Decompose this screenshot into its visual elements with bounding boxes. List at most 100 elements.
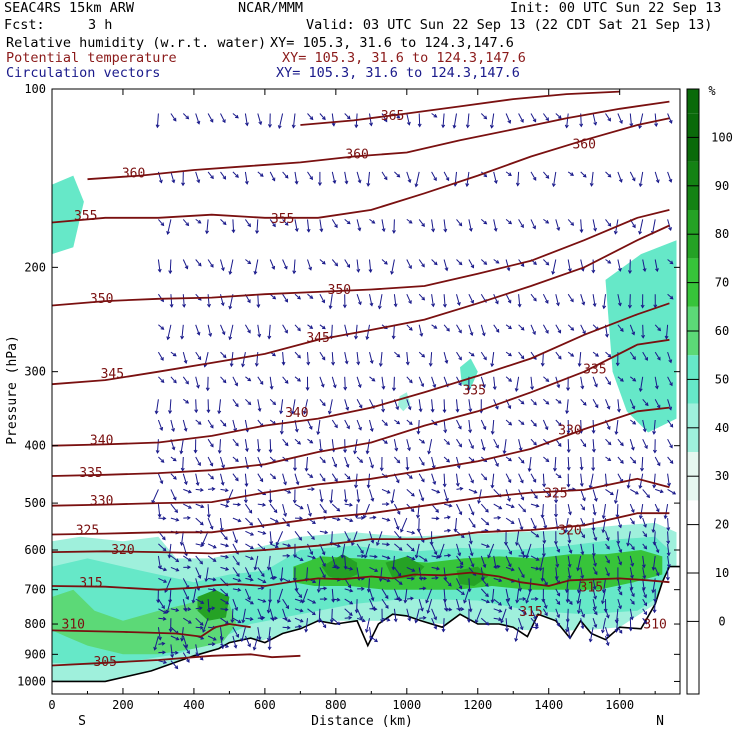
vector-137	[205, 567, 209, 582]
vector-head-773	[515, 542, 519, 546]
vector-24	[158, 617, 166, 620]
vector-188	[232, 503, 241, 506]
vector-128	[207, 438, 214, 447]
vector-head-604	[434, 575, 439, 580]
vector-565	[418, 351, 425, 358]
vector-head-98	[197, 421, 202, 425]
vector-head-759	[520, 224, 524, 229]
vector-head-270	[274, 519, 279, 523]
vector-81	[182, 588, 189, 600]
vector-493	[381, 376, 385, 389]
vector-51	[169, 588, 172, 603]
vector-366	[319, 376, 324, 387]
vector-head-410	[344, 180, 349, 185]
vector-375	[319, 530, 328, 534]
vector-264	[269, 419, 276, 425]
vector-256	[269, 171, 276, 181]
vector-head-417	[345, 406, 350, 411]
vector-1004	[627, 531, 631, 546]
vector-269	[269, 503, 278, 513]
vector-head-329	[298, 594, 303, 599]
vector-head-441	[357, 384, 362, 389]
vector-head-337	[308, 266, 312, 271]
vector-head-990	[632, 224, 636, 229]
vector-head-949	[601, 515, 606, 520]
vector-head-890	[577, 363, 582, 367]
vector-head-1000	[626, 485, 631, 489]
vector-head-1050	[652, 484, 657, 489]
vector-head-967	[620, 328, 624, 332]
vector-532	[393, 588, 400, 600]
vector-147	[220, 171, 226, 180]
vector-556	[404, 588, 408, 603]
vector-head-909	[593, 121, 598, 126]
vector-head-859	[570, 172, 575, 176]
vector-548	[406, 489, 415, 497]
vector-head-573	[416, 514, 421, 519]
vector-head-585	[433, 177, 437, 182]
vector-795	[530, 473, 537, 483]
vector-head-932	[593, 611, 598, 616]
vector-head-130	[210, 475, 214, 480]
vector-791	[530, 398, 537, 406]
vector-953	[605, 555, 610, 564]
vector-797	[530, 503, 539, 507]
vector-head-469	[365, 450, 370, 455]
vector-head-846	[554, 499, 559, 504]
vector-head-33	[168, 270, 173, 275]
vector-661	[468, 259, 474, 268]
vector-head-865	[566, 387, 571, 392]
vector-664	[468, 351, 475, 357]
vector-head-152	[222, 354, 227, 359]
vector-104	[195, 517, 204, 526]
rh-region-7	[197, 589, 230, 621]
vector-head-1066	[664, 335, 669, 340]
vector-123	[207, 324, 212, 337]
vector-head-574	[416, 528, 421, 533]
vector-head-450	[351, 542, 355, 547]
vector-head-30	[172, 117, 177, 122]
vector-head-587	[433, 261, 438, 266]
vector-head-1010	[631, 600, 635, 605]
vector-head-313	[297, 327, 301, 332]
vector-773	[516, 531, 520, 546]
vector-head-61	[181, 182, 186, 187]
vector-365	[319, 351, 326, 360]
vector-head-43	[172, 496, 177, 501]
vector-head-958	[605, 614, 610, 619]
vector-793	[530, 438, 537, 446]
vector-head-581	[419, 607, 424, 612]
vector-head-623	[448, 503, 453, 508]
vector-637	[456, 259, 463, 265]
vector-head-71	[180, 467, 185, 472]
vector-461	[369, 218, 375, 224]
vector-head-760	[520, 263, 525, 267]
vector-head-608	[433, 625, 438, 630]
vector-802	[530, 566, 539, 570]
vector-967	[617, 324, 624, 332]
vector-475	[369, 531, 374, 543]
vector-head-459	[369, 122, 373, 127]
vector-head-221	[249, 577, 254, 582]
vector-head-1053	[651, 529, 656, 534]
vector-head-775	[522, 554, 527, 559]
vector-613	[443, 294, 446, 307]
colorbar-tick-label-90: 90	[715, 179, 729, 193]
vector-head-298	[275, 541, 280, 546]
vector-head-898	[581, 506, 585, 511]
vector-941	[605, 351, 612, 358]
vector-head-47	[167, 554, 172, 559]
vector-head-986	[614, 628, 619, 633]
vector-33	[169, 259, 172, 274]
terrain-mask	[52, 566, 680, 694]
vector-470	[369, 456, 374, 468]
vector-139	[208, 588, 216, 591]
vector-646	[456, 473, 459, 486]
vector-825	[542, 531, 545, 544]
vector-head-707	[489, 124, 494, 129]
vector-head-584	[433, 113, 438, 118]
vector-367	[319, 398, 326, 406]
vector-386	[331, 219, 338, 228]
vector-246	[254, 555, 259, 570]
vector-1072	[667, 456, 674, 464]
